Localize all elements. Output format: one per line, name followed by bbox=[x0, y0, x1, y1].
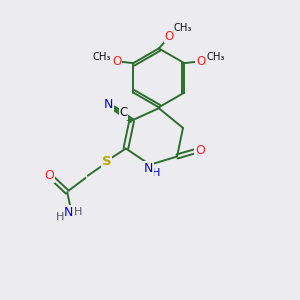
Text: O: O bbox=[164, 30, 174, 43]
Text: N: N bbox=[64, 206, 74, 219]
Text: O: O bbox=[112, 55, 122, 68]
Text: O: O bbox=[45, 169, 55, 182]
Text: H: H bbox=[74, 207, 82, 217]
Text: H: H bbox=[56, 212, 64, 222]
Text: CH₃: CH₃ bbox=[207, 52, 225, 62]
Text: CH₃: CH₃ bbox=[93, 52, 111, 62]
Text: C: C bbox=[119, 106, 128, 119]
Text: CH₃: CH₃ bbox=[173, 23, 192, 33]
Text: H: H bbox=[152, 168, 160, 178]
Text: S: S bbox=[102, 155, 112, 168]
Text: N: N bbox=[104, 98, 113, 111]
Text: O: O bbox=[196, 55, 205, 68]
Text: O: O bbox=[195, 144, 205, 157]
Text: N: N bbox=[144, 162, 153, 175]
